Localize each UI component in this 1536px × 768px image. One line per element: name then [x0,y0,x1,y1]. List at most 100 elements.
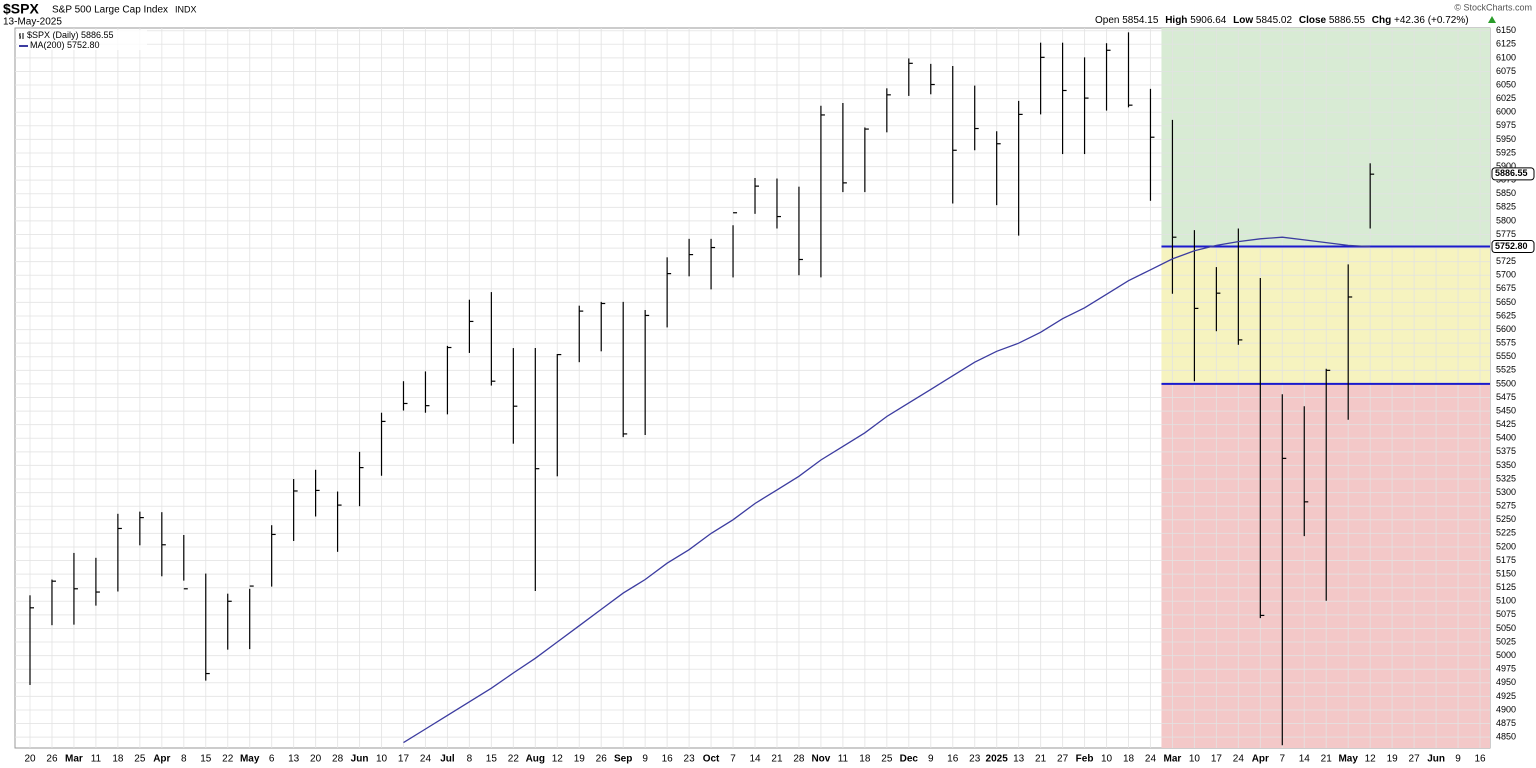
x-tick-label: May [240,754,260,765]
zone [1161,28,1490,247]
y-tick-label: 6000 [1496,107,1516,117]
x-tick-label: 15 [486,754,498,765]
y-tick-label: 5575 [1496,338,1516,348]
x-tick-label: 21 [1035,754,1047,765]
y-tick-label: 5225 [1496,528,1516,538]
x-tick-label: Mar [65,754,83,765]
x-tick-label: 16 [662,754,674,765]
y-tick-label: 5250 [1496,514,1516,524]
x-tick-label: 24 [420,754,432,765]
close-flag-box [1491,167,1535,181]
x-tick-label: 28 [793,754,805,765]
legend-bg [17,30,147,50]
y-tick-label: 4925 [1496,691,1516,701]
x-tick-label: 14 [749,754,761,765]
x-tick-label: 21 [1321,754,1333,765]
y-tick-label: 4900 [1496,704,1516,714]
y-tick-label: 6050 [1496,79,1516,89]
x-tick-label: 8 [467,754,473,765]
legend-entry: MA(200) 5752.80 [30,40,100,50]
x-tick-label: 15 [200,754,212,765]
y-tick-label: 5650 [1496,297,1516,307]
x-tick-label: 23 [969,754,981,765]
y-tick-label: 5350 [1496,460,1516,470]
high-label: High [1165,15,1187,26]
chart-subtitle: S&P 500 Large Cap Index [52,5,168,16]
y-tick-label: 5700 [1496,270,1516,280]
plot: 4850 4875 4900 4925 4950 4975 5000 5025 5050 5075… [15,25,1516,765]
change-pct: (+0.72%) [1428,15,1469,26]
x-tick-label: Sep [614,754,632,765]
y-tick-label: 5550 [1496,351,1516,361]
x-tick-label: 12 [1365,754,1377,765]
x-tick-label: 25 [881,754,893,765]
x-tick-label: 20 [24,754,36,765]
y-tick-label: 6125 [1496,39,1516,49]
y-tick-label: 5900 [1496,161,1516,171]
x-tick-label: 10 [1101,754,1113,765]
x-tick-label: 13 [1013,754,1025,765]
change-label: Chg [1372,15,1391,26]
y-tick-label: 5275 [1496,501,1516,511]
exchange: INDX [175,4,197,14]
x-tick-label: Apr [153,754,170,765]
x-tick-label: 13 [288,754,300,765]
y-tick-label: 5400 [1496,433,1516,443]
x-tick-label: 16 [947,754,959,765]
x-tick-label: 2025 [986,754,1009,765]
x-tick-label: 18 [112,754,124,765]
x-tick-label: 11 [91,754,102,765]
y-tick-label: 5100 [1496,596,1516,606]
x-tick-label: 26 [596,754,608,765]
x-tick-label: 25 [134,754,146,765]
legend-icon [19,33,24,39]
x-tick-label: 7 [1280,754,1286,765]
legend-name: MA(200) [30,40,65,50]
y-tick-label: 6100 [1496,52,1516,62]
x-tick-label: Jun [1427,754,1445,765]
y-tick-label: 5125 [1496,582,1516,592]
x-tick-label: 28 [332,754,344,765]
quote: Open 5854.15 High 5906.64 Low 5845.02 Cl… [1095,15,1469,26]
x-tick-label: 6 [269,754,275,765]
y-tick-label: 5325 [1496,473,1516,483]
x-tick-label: Nov [811,754,830,765]
x-tick-label: 17 [1211,754,1223,765]
y-tick-label: 4950 [1496,677,1516,687]
low: 5845.02 [1256,15,1293,26]
close-flag: 5886.55 [1495,168,1528,178]
x-tick-label: 18 [1123,754,1135,765]
x-tick-label: 24 [1145,754,1157,765]
x-tick-label: 11 [838,754,849,765]
x-tick-label: 27 [1057,754,1069,765]
x-tick-label: Apr [1252,754,1269,765]
x-tick-label: Aug [526,754,545,765]
open: 5854.15 [1122,15,1159,26]
y-tick-label: 5150 [1496,568,1516,578]
y-tick-label: 5525 [1496,365,1516,375]
y-tick-label: 5600 [1496,324,1516,334]
ma-flag-box [1491,240,1535,254]
x-tick-label: Oct [703,754,720,765]
legend-entry: $SPX (Daily) 5886.55 [27,30,114,40]
y-tick-label: 5375 [1496,446,1516,456]
date: 13-May-2025 [3,17,62,28]
y-tick-label: 5850 [1496,188,1516,198]
x-tick-label: 10 [376,754,388,765]
x-tick-label: 19 [1387,754,1399,765]
x-tick-label: 7 [730,754,736,765]
y-tick-label: 4975 [1496,664,1516,674]
chart-title: $SPX [3,1,39,17]
legend: $SPX (Daily) 5886.55 MA(200) 5752.80 [17,30,147,50]
y-tick-label: 4850 [1496,732,1516,742]
y-tick-label: 5800 [1496,215,1516,225]
y-tick-label: 5450 [1496,405,1516,415]
x-tick-label: 24 [1233,754,1245,765]
x-tick-label: 9 [1455,754,1461,765]
x-tick-label: Dec [900,754,919,765]
y-tick-label: 5300 [1496,487,1516,497]
x-tick-label: 12 [552,754,564,765]
y-tick-label: 6150 [1496,25,1516,35]
